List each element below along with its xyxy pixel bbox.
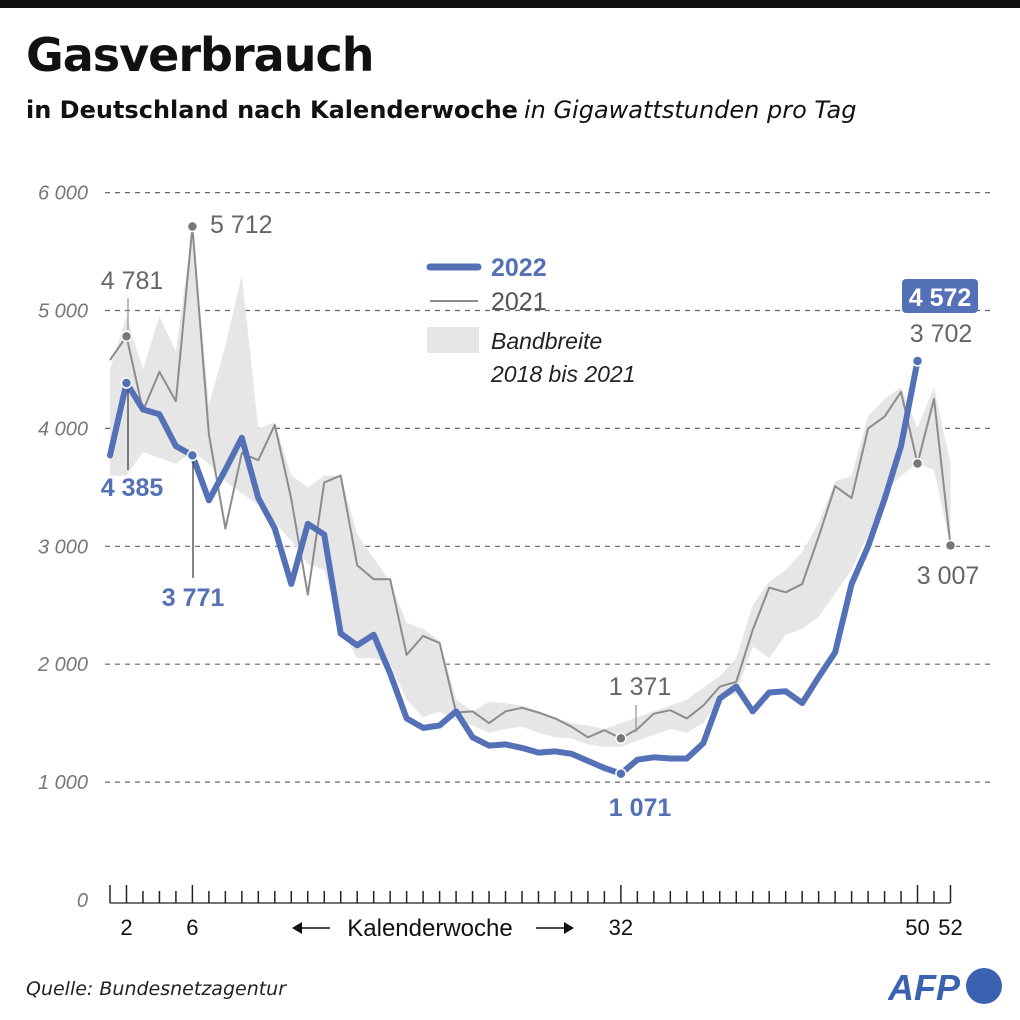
annotation-label: 3 007 (917, 562, 980, 590)
legend-label-2021: 2021 (491, 288, 547, 316)
chart-title: Gasverbrauch (26, 28, 374, 82)
legend-label-band: 2018 bis 2021 (490, 361, 636, 387)
annotation-point (120, 377, 133, 389)
top-bar (0, 0, 1020, 8)
annotation-label: 3 702 (910, 320, 973, 348)
annotation-highlight-box (902, 279, 978, 313)
subtitle-unit: in Gigawattstunden pro Tag (523, 96, 857, 124)
annotation-label: 3 771 (162, 584, 225, 612)
afp-logo: AFP (888, 967, 1002, 1008)
annotation-label: 1 371 (609, 673, 672, 701)
chart-subtitle: in Deutschland nach Kalenderwoche in Giga… (26, 96, 857, 124)
y-tick-label: 2 000 (37, 654, 88, 676)
x-axis-label: Kalenderwoche (347, 915, 512, 942)
annotation-point (911, 457, 924, 470)
x-tick-label: 32 (609, 915, 633, 940)
annotation-point (944, 539, 957, 552)
annotation-point (911, 355, 924, 367)
legend-swatch-band (427, 327, 479, 353)
annotation-point (615, 767, 627, 780)
svg-text:AFP: AFP (888, 967, 961, 1008)
annotation-label: 1 071 (609, 794, 672, 822)
y-tick-label: 5 000 (38, 301, 88, 323)
annotation-point (186, 449, 199, 462)
series-2022-line (107, 358, 921, 777)
y-tick-label: 4 000 (38, 418, 88, 440)
x-tick-label: 2 (120, 915, 132, 940)
legend-label-2022: 2022 (491, 254, 547, 282)
y-tick-label: 0 (77, 890, 88, 912)
x-tick-label: 50 (905, 915, 929, 940)
subtitle-main: in Deutschland nach Kalenderwoche (26, 96, 518, 124)
axis-arrow-left-head (292, 922, 302, 934)
annotation-label: 4 385 (101, 474, 164, 502)
annotation-label: 4 781 (101, 267, 164, 295)
x-tick-label: 52 (938, 915, 962, 940)
x-tick-label: 6 (186, 915, 198, 940)
annotation-point (615, 732, 627, 745)
annotation-label: 4 572 (909, 284, 972, 312)
axis-arrow-right-head (564, 922, 574, 934)
source-note: Quelle: Bundesnetzagentur (26, 978, 287, 1000)
legend-label-band: Bandbreite (491, 328, 602, 354)
annotation-point (186, 220, 199, 233)
band-2018-2021 (110, 228, 951, 747)
y-tick-label: 6 000 (38, 183, 88, 205)
annotation-point (120, 330, 133, 343)
annotation-label: 5 712 (210, 211, 273, 239)
y-tick-label: 3 000 (38, 536, 88, 558)
y-tick-label: 1 000 (38, 772, 88, 794)
